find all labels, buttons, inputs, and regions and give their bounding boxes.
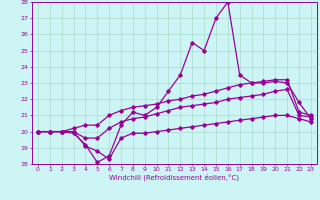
X-axis label: Windchill (Refroidissement éolien,°C): Windchill (Refroidissement éolien,°C) (109, 174, 239, 181)
